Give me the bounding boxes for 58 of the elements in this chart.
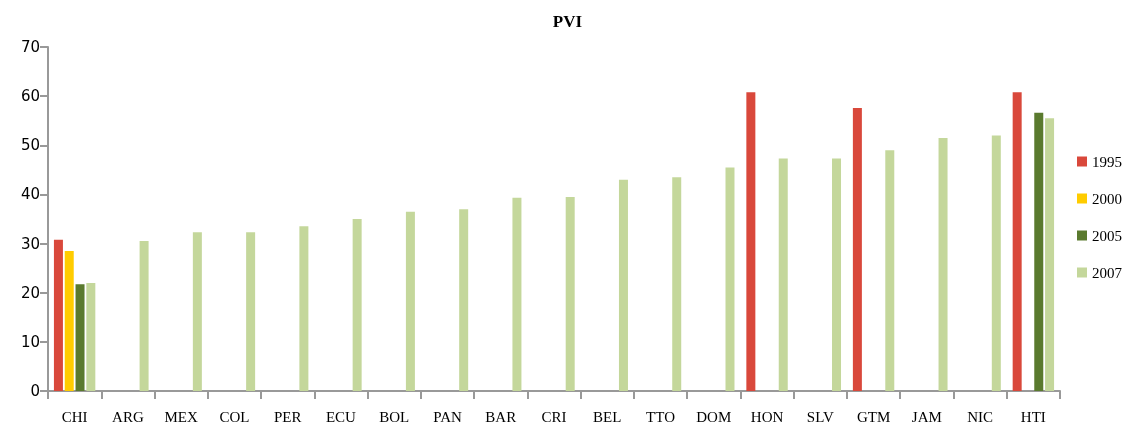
bar [246, 232, 256, 391]
bar [1034, 112, 1044, 391]
legend-label: 1995 [1092, 153, 1122, 170]
bar [53, 239, 63, 391]
bar [565, 196, 575, 391]
y-tick-label: 40 [20, 185, 40, 204]
bar [192, 232, 202, 391]
bar [672, 177, 682, 391]
bar [746, 92, 756, 391]
x-tick-label: BEL [593, 408, 622, 425]
bar [75, 284, 85, 391]
bar [512, 197, 522, 391]
x-tick-label: NIC [967, 408, 994, 425]
y-tick-label: 70 [20, 38, 40, 56]
y-tick-label: 20 [20, 283, 40, 302]
y-tick-label: 0 [30, 382, 40, 400]
y-tick-label: 50 [20, 136, 40, 155]
y-tick-label: 30 [20, 234, 40, 253]
x-tick-label: CRI [541, 408, 567, 425]
x-tick-label: CHI [61, 408, 88, 425]
bar [991, 135, 1001, 391]
x-tick-label: PER [273, 408, 302, 425]
bar [938, 137, 948, 391]
bar [618, 179, 628, 391]
x-tick-label: GTM [856, 408, 891, 425]
x-tick-label: ECU [325, 408, 357, 425]
bar [1045, 118, 1055, 391]
x-tick-label: COL [219, 408, 250, 425]
legend-label: 2005 [1092, 227, 1122, 244]
bar [405, 211, 415, 391]
x-tick-label: TTO [646, 408, 676, 425]
bar [64, 250, 74, 391]
x-tick-label: DOM [696, 408, 732, 425]
x-tick-label: PAN [433, 408, 462, 425]
bar [725, 167, 735, 391]
bar [832, 158, 842, 391]
x-tick-label: JAM [911, 408, 942, 425]
x-tick-label: MEX [164, 408, 198, 425]
x-tick-label: HTI [1020, 408, 1046, 425]
legend-label: 2000 [1092, 190, 1122, 207]
bar [1012, 92, 1022, 391]
x-tick-label: BOL [379, 408, 410, 425]
chart-title: PVI [552, 12, 583, 31]
bar [778, 158, 788, 391]
y-tick-label: 60 [20, 87, 40, 106]
bar [139, 241, 149, 391]
bar [459, 209, 469, 391]
bar [885, 150, 895, 391]
x-tick-label: BAR [485, 408, 517, 425]
bar [86, 282, 96, 391]
bar [852, 107, 862, 391]
y-tick-label: 10 [20, 332, 40, 351]
x-tick-label: SLV [806, 408, 834, 425]
x-tick-label: ARG [112, 408, 144, 425]
bar [299, 226, 309, 391]
x-tick-label: HON [750, 408, 784, 425]
legend-label: 2007 [1092, 264, 1123, 281]
bar [352, 219, 362, 391]
